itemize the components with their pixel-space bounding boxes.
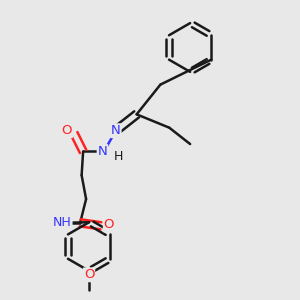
- Text: N: N: [111, 124, 121, 137]
- Text: NH: NH: [53, 216, 72, 229]
- Text: O: O: [61, 124, 72, 137]
- Text: O: O: [84, 268, 94, 281]
- Text: O: O: [104, 218, 114, 231]
- Text: N: N: [98, 145, 107, 158]
- Text: H: H: [114, 150, 124, 163]
